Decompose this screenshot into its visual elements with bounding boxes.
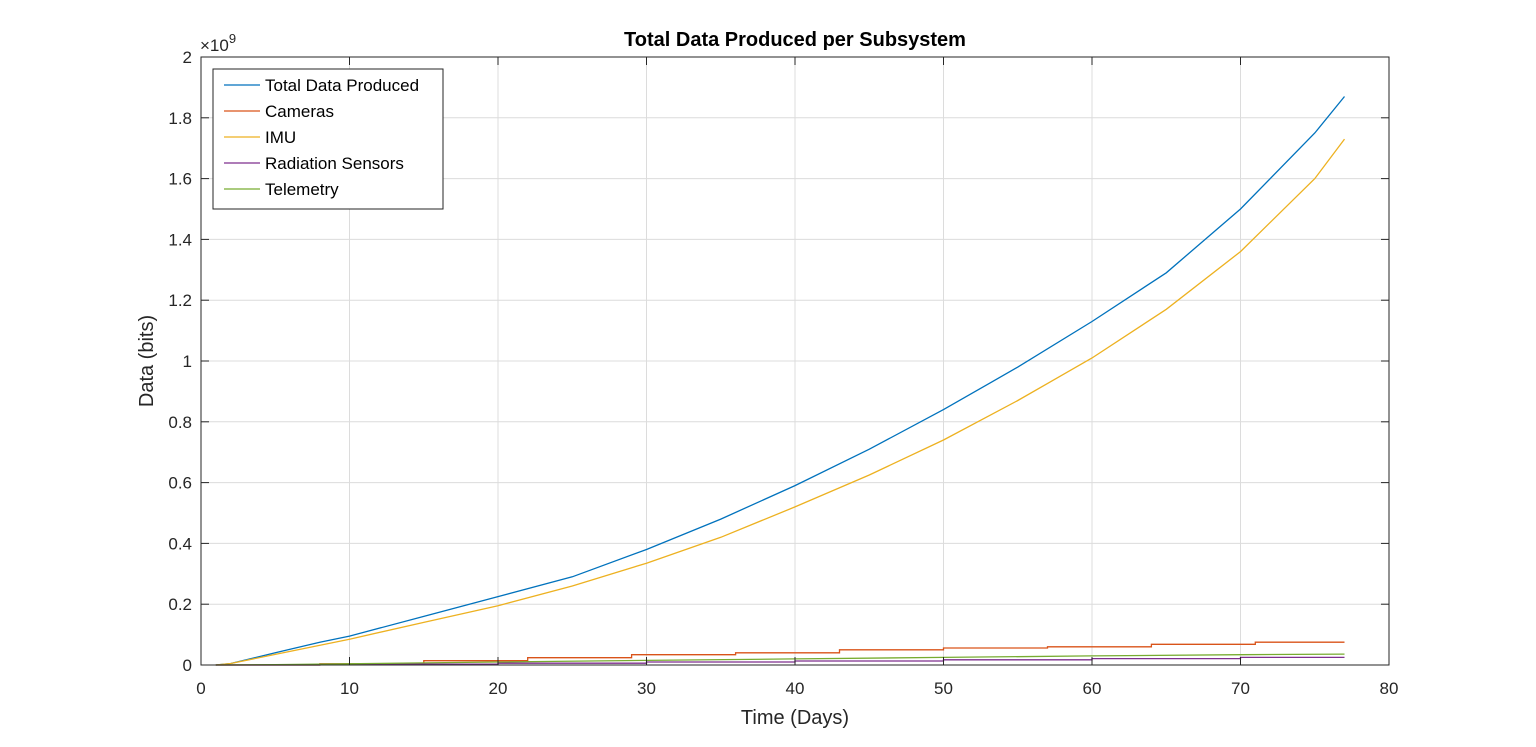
legend-label-telemetry: Telemetry	[265, 180, 339, 199]
legend-label-cameras: Cameras	[265, 102, 334, 121]
x-tick-label: 40	[786, 679, 805, 698]
y-tick-label: 1.4	[168, 230, 192, 249]
grid	[200, 56, 1390, 666]
y-tick-label: 1.2	[168, 291, 192, 310]
y-axis-label: Data (bits)	[136, 315, 158, 407]
x-tick-label: 0	[196, 679, 205, 698]
chart-title: Total Data Produced per Subsystem	[624, 29, 966, 51]
series-line-total-data-produced	[215, 96, 1346, 666]
legend-label-imu: IMU	[265, 128, 296, 147]
y-tick-label: 0.8	[168, 413, 192, 432]
x-tick-label: 70	[1231, 679, 1250, 698]
x-tick-label: 60	[1083, 679, 1102, 698]
x-axis-label: Time (Days)	[741, 707, 849, 729]
legend-label-total-data-produced: Total Data Produced	[265, 76, 419, 95]
x-tick-label: 20	[489, 679, 508, 698]
y-axis-multiplier: ×109	[200, 31, 236, 55]
y-tick-label: 0.4	[168, 534, 192, 553]
legend: Total Data Produced Cameras IMU Radiation S…	[212, 68, 444, 210]
y-tick-label: 1.8	[168, 109, 192, 128]
legend-box	[212, 68, 444, 210]
y-tick-label: 0.2	[168, 595, 192, 614]
x-tick-label: 80	[1380, 679, 1399, 698]
x-tick-label: 10	[340, 679, 359, 698]
x-tick-label: 30	[637, 679, 656, 698]
series-line-imu	[215, 138, 1346, 666]
y-tick-label: 1.6	[168, 170, 192, 189]
y-tick-label: 0.6	[168, 474, 192, 493]
y-tick-label: 0	[183, 656, 192, 675]
legend-label-radiation-sensors: Radiation Sensors	[265, 154, 404, 173]
series-line-telemetry	[215, 653, 1345, 666]
y-axis-multiplier-exponent: 9	[229, 31, 236, 46]
y-tick-label: 2	[183, 48, 192, 67]
y-tick-label: 1	[183, 352, 192, 371]
axis-ticks: 0 10 20 30 40 50 60 70 80 0 0.2 0.4 0.6 0.8 1 1.2 1.4 1.6…	[168, 48, 1398, 698]
x-tick-label: 50	[934, 679, 953, 698]
y-axis-multiplier-base: ×10	[200, 36, 229, 55]
